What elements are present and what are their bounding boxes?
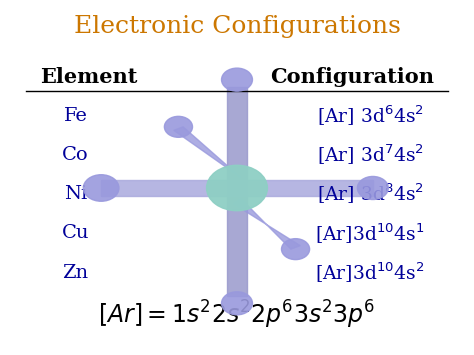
Circle shape: [221, 68, 253, 91]
Circle shape: [207, 165, 267, 211]
Polygon shape: [227, 87, 247, 296]
Polygon shape: [233, 198, 300, 249]
Text: [Ar]3d$^{10}$4s$^1$: [Ar]3d$^{10}$4s$^1$: [315, 221, 424, 246]
Circle shape: [83, 175, 119, 201]
Text: Element: Element: [40, 67, 137, 87]
Text: [Ar]3d$^{10}$4s$^2$: [Ar]3d$^{10}$4s$^2$: [315, 260, 424, 285]
Circle shape: [282, 239, 310, 260]
Text: [Ar] 3d$^7$4s$^2$: [Ar] 3d$^7$4s$^2$: [318, 143, 424, 167]
Text: Fe: Fe: [64, 107, 87, 125]
Text: Co: Co: [62, 146, 89, 164]
Text: [Ar] 3d$^8$4s$^2$: [Ar] 3d$^8$4s$^2$: [318, 182, 424, 207]
Circle shape: [164, 116, 192, 137]
Text: Electronic Configurations: Electronic Configurations: [73, 15, 401, 38]
Text: Zn: Zn: [62, 263, 89, 282]
Text: Configuration: Configuration: [270, 67, 434, 87]
Polygon shape: [101, 180, 373, 196]
Circle shape: [221, 292, 253, 315]
Text: [Ar] 3d$^6$4s$^2$: [Ar] 3d$^6$4s$^2$: [318, 104, 424, 128]
Text: $[Ar] = 1s^22s^22p^63s^23p^6$: $[Ar] = 1s^22s^22p^63s^23p^6$: [98, 299, 376, 331]
Text: Ni: Ni: [64, 185, 87, 203]
Polygon shape: [174, 127, 241, 178]
Circle shape: [357, 176, 388, 200]
Text: Cu: Cu: [62, 224, 89, 242]
